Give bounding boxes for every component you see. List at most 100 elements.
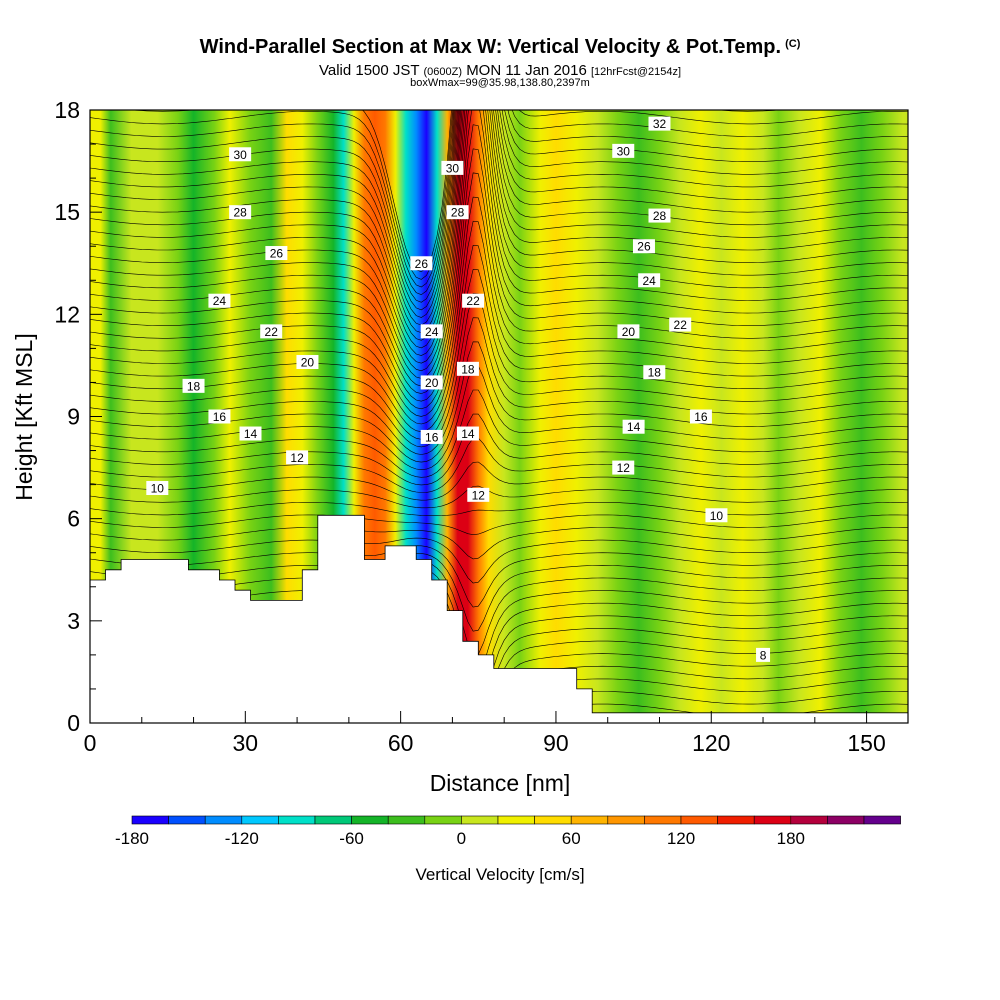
contour-label-text: 18: [648, 366, 662, 380]
contour-label-text: 10: [710, 509, 724, 523]
contour-label-bg: [648, 116, 671, 131]
isentrope-29.5: [90, 110, 908, 311]
contour-label-bg: [208, 409, 231, 424]
contour-label-bg: [648, 208, 671, 223]
x-tick-label: 0: [84, 730, 97, 756]
contour-label-bg: [643, 365, 666, 380]
contour-label-24: 24: [638, 273, 661, 288]
contour-label-text: 22: [674, 318, 688, 332]
contour-label-bg: [208, 293, 231, 308]
contour-label-18: 18: [643, 365, 666, 380]
contour-label-text: 30: [233, 148, 247, 162]
colorbar-swatch: [131, 815, 169, 825]
contour-label-28: 28: [648, 208, 671, 223]
contour-label-20: 20: [296, 355, 319, 370]
contour-label-text: 20: [622, 325, 636, 339]
box-info: boxWmax=99@35.98,138.80,2397m: [410, 77, 590, 89]
contour-label-12: 12: [467, 487, 490, 502]
y-tick-label: 0: [67, 710, 80, 736]
contour-label-26: 26: [265, 246, 288, 261]
contour-label-bg: [441, 160, 464, 175]
contour-label-bg: [420, 375, 443, 390]
contour-label-bg: [260, 324, 283, 339]
isentrope-31: [90, 110, 908, 288]
contour-labels: 32 30 30 30 28 28 28 26 26 26 24 24 24 22 22 22 20 20 20 18…: [146, 116, 771, 662]
vertical-velocity-field: 32 30 30 30 28 28 28 26 26 26 24 24 24 22 22 22 20 20 20 18…: [90, 110, 908, 723]
contour-label-28: 28: [446, 205, 469, 220]
isentrope-26.5: [90, 110, 908, 356]
colorbar-swatch: [717, 815, 755, 825]
contour-label-10: 10: [705, 508, 728, 523]
y-tick-label: 18: [54, 97, 80, 123]
colorbar-swatch: [570, 815, 609, 825]
isentrope-18.5: [90, 389, 908, 478]
contour-label-bg: [456, 361, 479, 376]
contour-label-18: 18: [182, 378, 205, 393]
chart-title: Wind-Parallel Section at Max W: Vertical…: [0, 36, 1000, 59]
contour-label-text: 26: [415, 257, 429, 271]
isentrope-14: [90, 545, 908, 608]
colorbar-swatch: [753, 815, 792, 825]
colorbar-swatch: [387, 815, 426, 825]
isentrope-17: [90, 461, 908, 501]
isentrope-16.5: [90, 485, 908, 509]
isentrope-30.5: [90, 110, 908, 296]
isentrope-25.5: [90, 110, 908, 372]
contour-label-bg: [265, 246, 288, 261]
contour-label-12: 12: [612, 460, 635, 475]
colorbar-swatch: [204, 815, 243, 825]
contour-label-16: 16: [208, 409, 231, 424]
colorbar-swatch: [680, 815, 718, 825]
colorbar-swatch: [424, 815, 462, 825]
contour-label-8: 8: [756, 647, 771, 662]
terrain-mask: [90, 514, 908, 723]
colorbar-swatch: [497, 815, 535, 825]
colorbar-swatch: [168, 815, 206, 825]
contour-label-14: 14: [456, 426, 479, 441]
colorbar-swatch: [314, 815, 352, 825]
colorbar-swatch: [241, 815, 279, 825]
colorbar-swatch: [790, 815, 828, 825]
contour-label-text: 32: [653, 117, 667, 131]
x-tick-label: 120: [692, 730, 730, 756]
isentrope-19: [90, 365, 908, 471]
x-axis: 0 30 60 90 120 150: [84, 711, 886, 756]
contour-label-30: 30: [612, 143, 635, 158]
contour-label-20: 20: [617, 324, 640, 339]
contour-label-text: 24: [213, 294, 227, 308]
contour-label-16: 16: [420, 429, 443, 444]
colorbar-swatch: [278, 815, 316, 825]
contour-label-text: 12: [472, 488, 486, 502]
colorbar-swatch: [827, 815, 865, 825]
isentrope-28: [90, 110, 908, 334]
contour-label-bg: [705, 508, 728, 523]
contour-label-text: 12: [617, 461, 631, 475]
title-mark: (C): [785, 38, 801, 50]
isentrope-31.5: [90, 110, 908, 280]
colorbar-label: Vertical Velocity [cm/s]: [415, 865, 584, 884]
isentrope-23.5: [90, 148, 908, 402]
contour-label-text: 22: [466, 294, 480, 308]
contour-label-bg: [229, 147, 252, 162]
contour-label-bg: [638, 273, 661, 288]
contour-label-bg: [462, 293, 485, 308]
colorbar-tick-label: -180: [115, 829, 149, 848]
isentrope-21.5: [90, 244, 908, 433]
contour-label-32: 32: [648, 116, 671, 131]
colorbar-tick-label: 180: [777, 829, 805, 848]
contour-label-bg: [612, 460, 635, 475]
y-tick-label: 9: [67, 404, 80, 430]
colorbar-swatch: [644, 815, 682, 825]
isentrope-15.5: [90, 514, 908, 536]
contour-label-bg: [420, 324, 443, 339]
contour-label-bg: [446, 205, 469, 220]
isentrope-29: [90, 110, 908, 318]
isentrope-14.5: [90, 537, 908, 584]
isentrope-27: [90, 110, 908, 349]
colorbar-swatch: [863, 815, 901, 825]
isentrope-16: [90, 502, 908, 516]
contour-label-30: 30: [229, 147, 252, 162]
contour-label-22: 22: [669, 317, 692, 332]
valid-utc: (0600Z): [423, 66, 463, 78]
